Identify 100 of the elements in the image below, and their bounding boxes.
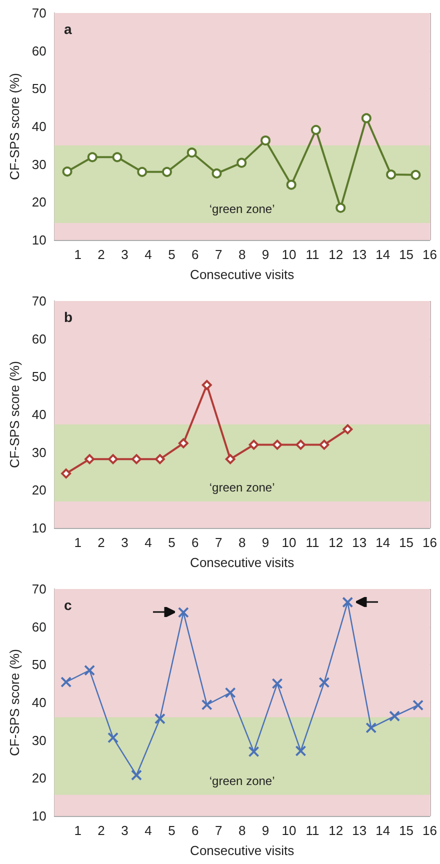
x-tick-label: 14: [376, 535, 390, 550]
x-tick-label: 3: [121, 535, 128, 550]
y-tick-label: 30: [32, 732, 46, 748]
point: [186, 148, 197, 158]
point: [248, 746, 260, 758]
point: [272, 678, 283, 690]
x-tick-label: 6: [192, 535, 199, 550]
y-tick-label: 20: [32, 482, 46, 498]
x-axis-title: Consecutive visits: [190, 843, 295, 858]
x-tick-label: 1: [74, 823, 82, 838]
x-tick-label: 2: [98, 535, 105, 550]
text: c: [64, 597, 72, 613]
x-tick-label: 13: [352, 247, 367, 262]
text: b: [64, 309, 73, 325]
y-tick-label: 10: [32, 808, 46, 824]
y-tick-label: 70: [32, 294, 46, 308]
point: [201, 699, 212, 710]
x-tick-label: 8: [238, 535, 246, 550]
x-tick-label: 9: [262, 247, 270, 262]
point: [131, 454, 142, 464]
y-tick-label: 50: [32, 81, 46, 96]
point: [310, 124, 321, 135]
y-tick-label: 40: [32, 695, 46, 710]
x-tick-label: 4: [144, 247, 152, 262]
point: [342, 596, 354, 608]
x-tick-label: 4: [144, 535, 152, 550]
point: [61, 468, 72, 479]
point: [154, 713, 166, 724]
y-tick-label: 30: [32, 444, 46, 460]
x-tick-label: 10: [282, 247, 296, 262]
x-tick-label: 12: [328, 247, 344, 262]
x-tick-label: 8: [238, 247, 246, 262]
point: [225, 454, 236, 464]
x-tick-label: 5: [168, 247, 176, 262]
y-tick-label: 60: [32, 43, 46, 58]
x-tick-label: 9: [262, 823, 270, 838]
x-tick-label: 5: [168, 535, 176, 550]
x-tick-label: 2: [98, 247, 105, 262]
x-tick-label: 3: [121, 823, 128, 838]
x-tick-label: 8: [238, 823, 246, 838]
point: [389, 710, 400, 722]
point: [178, 438, 188, 448]
y-tick-label: 70: [32, 6, 46, 20]
point: [84, 664, 96, 676]
point: [62, 166, 72, 177]
point: [260, 136, 271, 146]
x-tick-label: 13: [352, 535, 367, 550]
point: [295, 745, 306, 756]
x-axis-title: Consecutive visits: [190, 267, 295, 282]
point: [410, 170, 421, 180]
x-tick-label: 7: [214, 823, 222, 838]
x-tick-label: 12: [328, 535, 344, 550]
y-tick-label: 20: [32, 194, 46, 210]
point: [112, 152, 122, 162]
x-tick-label: 14: [376, 247, 390, 262]
point: [361, 113, 372, 124]
y-tick-label: 50: [32, 657, 46, 672]
y-tick-label: 50: [32, 369, 46, 384]
x-tick-label: 14: [376, 823, 390, 838]
y-axis-title: CF-SPS score (%): [7, 361, 22, 468]
point: [212, 168, 222, 178]
band-label: ‘green zone’: [209, 774, 275, 788]
x-tick-label: 5: [168, 823, 176, 838]
x-tick-label: 15: [399, 535, 414, 550]
x-tick-label: 7: [214, 535, 222, 550]
y-tick-label: 10: [32, 232, 46, 248]
x-tick-label: 15: [399, 823, 414, 838]
y-tick-label: 60: [32, 331, 46, 346]
point: [108, 454, 118, 464]
x-tick-label: 9: [262, 535, 270, 550]
x-tick-label: 6: [192, 823, 199, 838]
x-tick-label: 11: [306, 823, 320, 838]
point: [296, 440, 306, 450]
x-tick-label: 2: [98, 823, 105, 838]
x-tick-label: 6: [192, 247, 199, 262]
y-tick-label: 40: [32, 119, 46, 134]
y-axis-title: CF-SPS score (%): [7, 73, 22, 180]
point: [154, 454, 165, 464]
x-tick-label: 16: [422, 535, 438, 550]
point: [248, 440, 259, 450]
point: [286, 180, 296, 190]
y-tick-label: 60: [32, 619, 46, 634]
point: [60, 676, 72, 688]
point: [130, 770, 142, 781]
band-label: ‘green zone’: [209, 202, 275, 216]
point: [342, 424, 353, 434]
y-tick-label: 30: [32, 156, 46, 172]
point: [84, 454, 95, 464]
x-tick-label: 4: [144, 823, 152, 838]
x-tick-label: 1: [74, 535, 82, 550]
point: [87, 152, 98, 162]
x-tick-label: 11: [306, 247, 320, 262]
x-tick-label: 10: [282, 823, 296, 838]
point: [178, 606, 189, 618]
x-tick-label: 10: [282, 535, 296, 550]
y-tick-label: 20: [32, 770, 46, 786]
point: [336, 202, 346, 213]
point: [162, 166, 172, 177]
y-tick-label: 40: [32, 407, 46, 422]
point: [108, 732, 119, 744]
